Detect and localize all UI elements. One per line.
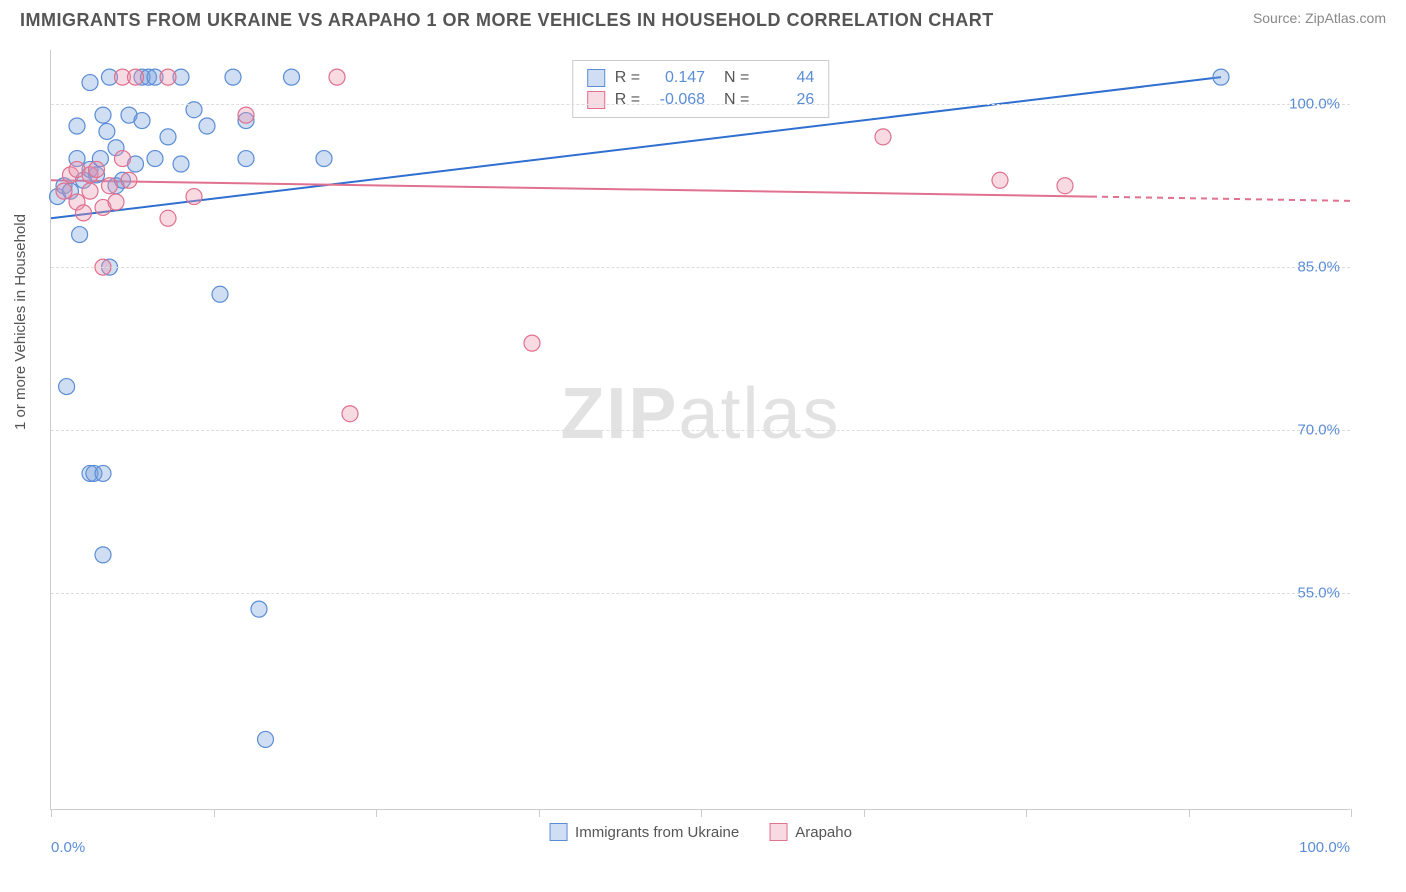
swatch-series1 bbox=[587, 69, 605, 87]
data-point bbox=[76, 205, 92, 221]
data-point bbox=[160, 210, 176, 226]
stats-row-series2: R = -0.068 N = 26 bbox=[587, 89, 815, 111]
r-label: R = bbox=[615, 91, 640, 109]
y-tick-label: 85.0% bbox=[1297, 259, 1340, 276]
data-point bbox=[1057, 178, 1073, 194]
data-point bbox=[95, 547, 111, 563]
data-point bbox=[128, 69, 144, 85]
x-tick bbox=[376, 809, 377, 817]
stats-row-series1: R = 0.147 N = 44 bbox=[587, 67, 815, 89]
data-point bbox=[329, 69, 345, 85]
data-point bbox=[72, 227, 88, 243]
data-point bbox=[160, 129, 176, 145]
x-tick bbox=[864, 809, 865, 817]
data-point bbox=[89, 161, 105, 177]
chart-source: Source: ZipAtlas.com bbox=[1253, 10, 1386, 26]
r-label: R = bbox=[615, 69, 640, 87]
data-point bbox=[875, 129, 891, 145]
data-point bbox=[121, 172, 137, 188]
gridline bbox=[51, 430, 1350, 431]
data-point bbox=[284, 69, 300, 85]
data-point bbox=[69, 118, 85, 134]
data-point bbox=[102, 178, 118, 194]
n-label: N = bbox=[715, 69, 749, 87]
legend-swatch-2 bbox=[769, 823, 787, 841]
data-point bbox=[186, 189, 202, 205]
r-value-1: 0.147 bbox=[650, 69, 705, 87]
data-point bbox=[316, 151, 332, 167]
data-point bbox=[199, 118, 215, 134]
data-point bbox=[992, 172, 1008, 188]
data-point bbox=[238, 151, 254, 167]
regression-extrapolation bbox=[1091, 197, 1351, 201]
data-point bbox=[82, 183, 98, 199]
data-point bbox=[160, 69, 176, 85]
n-label: N = bbox=[715, 91, 749, 109]
legend-swatch-1 bbox=[549, 823, 567, 841]
x-tick bbox=[1351, 809, 1352, 817]
scatter-chart: ZIPatlas R = 0.147 N = 44 R = -0.068 N =… bbox=[50, 50, 1350, 810]
legend-label-2: Arapaho bbox=[795, 824, 852, 841]
y-tick-label: 100.0% bbox=[1289, 96, 1340, 113]
x-min-label: 0.0% bbox=[51, 839, 85, 856]
legend-item-1: Immigrants from Ukraine bbox=[549, 823, 739, 841]
data-point bbox=[258, 731, 274, 747]
data-point bbox=[59, 379, 75, 395]
x-tick bbox=[51, 809, 52, 817]
x-tick bbox=[1189, 809, 1190, 817]
n-value-1: 44 bbox=[759, 69, 814, 87]
x-tick bbox=[539, 809, 540, 817]
gridline bbox=[51, 593, 1350, 594]
data-point bbox=[147, 151, 163, 167]
chart-header: IMMIGRANTS FROM UKRAINE VS ARAPAHO 1 OR … bbox=[0, 0, 1406, 36]
y-axis-label: 1 or more Vehicles in Household bbox=[12, 214, 29, 430]
x-tick bbox=[701, 809, 702, 817]
x-max-label: 100.0% bbox=[1299, 839, 1350, 856]
data-point bbox=[95, 107, 111, 123]
y-tick-label: 70.0% bbox=[1297, 422, 1340, 439]
n-value-2: 26 bbox=[759, 91, 814, 109]
data-point bbox=[99, 123, 115, 139]
x-tick bbox=[1026, 809, 1027, 817]
x-tick bbox=[214, 809, 215, 817]
data-point bbox=[524, 335, 540, 351]
data-point bbox=[108, 194, 124, 210]
data-point bbox=[134, 113, 150, 129]
data-point bbox=[212, 286, 228, 302]
data-point bbox=[173, 156, 189, 172]
gridline bbox=[51, 104, 1350, 105]
legend-label-1: Immigrants from Ukraine bbox=[575, 824, 739, 841]
y-tick-label: 55.0% bbox=[1297, 584, 1340, 601]
data-point bbox=[342, 406, 358, 422]
data-point bbox=[115, 151, 131, 167]
swatch-series2 bbox=[587, 91, 605, 109]
legend-item-2: Arapaho bbox=[769, 823, 852, 841]
data-point bbox=[238, 107, 254, 123]
data-point bbox=[1213, 69, 1229, 85]
data-point bbox=[82, 75, 98, 91]
gridline bbox=[51, 267, 1350, 268]
data-point bbox=[95, 465, 111, 481]
regression-line bbox=[51, 180, 1091, 196]
bottom-legend: Immigrants from Ukraine Arapaho bbox=[549, 823, 852, 841]
data-point bbox=[56, 183, 72, 199]
chart-title: IMMIGRANTS FROM UKRAINE VS ARAPAHO 1 OR … bbox=[20, 10, 994, 31]
r-value-2: -0.068 bbox=[650, 91, 705, 109]
stats-legend-box: R = 0.147 N = 44 R = -0.068 N = 26 bbox=[572, 60, 830, 118]
data-point bbox=[225, 69, 241, 85]
data-point bbox=[251, 601, 267, 617]
